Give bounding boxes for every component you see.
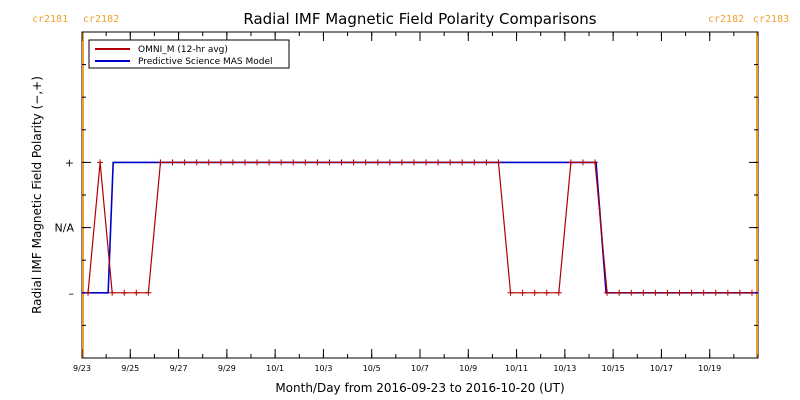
carrington-label-left-2: cr2182 — [708, 14, 744, 25]
omni-point — [652, 289, 659, 296]
series-layer — [82, 161, 758, 294]
x-tick-label: 10/11 — [505, 364, 528, 373]
omni-point — [338, 159, 345, 166]
y-axis-label: Radial IMF Magnetic Field Polarity (−,+) — [30, 76, 44, 314]
omni-point — [157, 159, 164, 166]
omni-point — [205, 159, 212, 166]
omni-point — [459, 159, 466, 166]
omni-point — [121, 289, 128, 296]
omni-point — [350, 159, 357, 166]
omni-point — [507, 289, 514, 296]
x-tick-label: 10/9 — [459, 364, 477, 373]
omni-point — [254, 159, 261, 166]
omni-point — [217, 159, 224, 166]
y-tick-label: + — [65, 156, 74, 169]
omni-point — [85, 289, 92, 296]
omni-point — [398, 159, 405, 166]
omni-point — [145, 289, 152, 296]
omni-point — [410, 159, 417, 166]
carrington-markers — [82, 32, 758, 358]
x-tick-label: 10/5 — [363, 364, 381, 373]
chart-title: Radial IMF Magnetic Field Polarity Compa… — [243, 10, 596, 28]
point-markers — [85, 159, 755, 296]
omni-point — [229, 159, 236, 166]
x-tick-label: 10/1 — [266, 364, 284, 373]
omni-point — [471, 159, 478, 166]
omni-point — [435, 159, 442, 166]
omni-point — [592, 159, 599, 166]
x-tick-label: 10/17 — [650, 364, 673, 373]
omni-point — [724, 289, 731, 296]
omni-point — [676, 289, 683, 296]
omni-point — [133, 289, 140, 296]
omni-point — [604, 289, 611, 296]
omni-point — [495, 159, 502, 166]
y-tick-label: – — [69, 287, 75, 300]
axis-ticks: 9/23 9/25 9/27 9/29 10/1 10/3 10/5 10/7 10/9 10/1… — [55, 31, 759, 373]
omni-point — [374, 159, 381, 166]
legend-label-omni: OMNI_M (12-hr avg) — [138, 45, 228, 55]
x-tick-label: 9/23 — [73, 364, 91, 373]
omni-point — [278, 159, 285, 166]
omni-point — [386, 159, 393, 166]
omni-point — [712, 289, 719, 296]
x-tick-label: 10/13 — [553, 364, 576, 373]
x-tick-label: 10/7 — [411, 364, 429, 373]
omni-point — [326, 159, 333, 166]
omni-point — [664, 289, 671, 296]
omni-point — [519, 289, 526, 296]
omni-point — [688, 289, 695, 296]
omni-point — [423, 159, 430, 166]
x-tick-label: 10/19 — [698, 364, 721, 373]
x-tick-label: 10/3 — [314, 364, 332, 373]
omni-point — [266, 159, 273, 166]
carrington-label-right-1: cr2182 — [83, 14, 119, 25]
omni-point — [640, 289, 647, 296]
omni-point — [290, 159, 297, 166]
omni-point — [97, 159, 104, 166]
x-tick-label: 9/25 — [121, 364, 139, 373]
x-tick-label: 10/15 — [602, 364, 625, 373]
omni-point — [181, 159, 188, 166]
x-tick-label: 9/27 — [170, 364, 188, 373]
omni-point — [555, 289, 562, 296]
plot-frame — [81, 31, 759, 359]
y-tick-label: N/A — [55, 222, 75, 235]
carrington-label-left-1: cr2181 — [32, 14, 68, 25]
x-tick-label: 9/29 — [218, 364, 236, 373]
omni-point — [109, 289, 116, 296]
legend-box — [88, 39, 290, 69]
omni-point — [314, 159, 321, 166]
legend: OMNI_M (12-hr avg) Predictive Science MA… — [88, 39, 290, 69]
series-line-mas — [82, 161, 758, 294]
omni-point — [628, 289, 635, 296]
series-line-omni — [87, 161, 752, 294]
legend-label-mas: Predictive Science MAS Model — [138, 57, 273, 67]
omni-point — [362, 159, 369, 166]
omni-point — [616, 289, 623, 296]
omni-point — [567, 159, 574, 166]
omni-point — [748, 289, 755, 296]
omni-point — [483, 159, 490, 166]
omni-point — [531, 289, 538, 296]
omni-point — [241, 159, 248, 166]
x-axis-label: Month/Day from 2016-09-23 to 2016-10-20 … — [275, 381, 564, 395]
omni-point — [447, 159, 454, 166]
carrington-label-right-2: cr2183 — [753, 14, 789, 25]
omni-point — [579, 159, 586, 166]
omni-point — [169, 159, 176, 166]
omni-point — [700, 289, 707, 296]
omni-point — [543, 289, 550, 296]
omni-point — [193, 159, 200, 166]
omni-point — [302, 159, 309, 166]
omni-point — [736, 289, 743, 296]
